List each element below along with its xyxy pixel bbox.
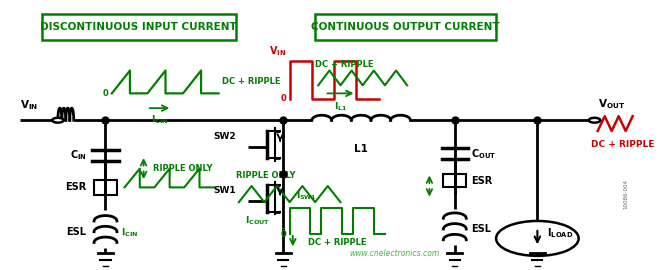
Text: $\mathbf{V_{OUT}}$: $\mathbf{V_{OUT}}$ [597, 97, 625, 111]
Text: 0: 0 [281, 94, 286, 103]
Text: SW1: SW1 [213, 185, 236, 195]
Text: ESR: ESR [65, 182, 86, 193]
Text: ESL: ESL [470, 224, 491, 234]
Text: L1: L1 [354, 144, 368, 154]
Text: RIPPLE ONLY: RIPPLE ONLY [153, 164, 213, 173]
Text: DC + RIPPLE: DC + RIPPLE [592, 140, 655, 149]
Text: $\mathbf{I_{L1}}$: $\mathbf{I_{L1}}$ [334, 100, 347, 113]
Text: $\mathbf{C_{IN}}$: $\mathbf{C_{IN}}$ [70, 148, 86, 162]
Text: ESR: ESR [470, 176, 492, 186]
Text: SW2: SW2 [213, 132, 236, 141]
Text: DC + RIPPLE: DC + RIPPLE [308, 238, 367, 247]
Text: ESL: ESL [66, 227, 86, 237]
Text: CONTINUOUS OUTPUT CURRENT: CONTINUOUS OUTPUT CURRENT [311, 22, 500, 32]
Text: DC + RIPPLE: DC + RIPPLE [315, 59, 374, 69]
Text: RIPPLE ONLY: RIPPLE ONLY [236, 171, 295, 180]
Text: www.cnelectronics.com: www.cnelectronics.com [349, 249, 440, 258]
Bar [443, 174, 467, 187]
Text: $\mathbf{V_{IN}}$: $\mathbf{V_{IN}}$ [20, 98, 38, 112]
Text: $\mathbf{I_{LOAD}}$: $\mathbf{I_{LOAD}}$ [547, 226, 573, 240]
Text: $\mathbf{V_{IN}}$: $\mathbf{V_{IN}}$ [269, 45, 286, 58]
Text: $\mathbf{I_{CIN}}$: $\mathbf{I_{CIN}}$ [121, 227, 139, 239]
Text: $\mathbf{C_{OUT}}$: $\mathbf{C_{OUT}}$ [470, 147, 496, 161]
Text: 0: 0 [103, 89, 109, 98]
Text: 10086-004: 10086-004 [624, 179, 629, 209]
Text: DISCONTINUOUS INPUT CURRENT: DISCONTINUOUS INPUT CURRENT [40, 22, 237, 32]
FancyBboxPatch shape [42, 14, 236, 40]
Circle shape [589, 118, 600, 123]
Text: 0: 0 [281, 230, 286, 239]
Text: DC + RIPPLE: DC + RIPPLE [222, 77, 280, 86]
Text: $\mathbf{I_{COUT}}$: $\mathbf{I_{COUT}}$ [245, 214, 270, 227]
Text: $\mathbf{I_{CIN}}$: $\mathbf{I_{CIN}}$ [151, 113, 168, 126]
FancyBboxPatch shape [315, 14, 496, 40]
Text: $\mathbf{I_{SW1}}$: $\mathbf{I_{SW1}}$ [296, 190, 317, 202]
Circle shape [52, 118, 64, 123]
Bar [94, 180, 117, 195]
